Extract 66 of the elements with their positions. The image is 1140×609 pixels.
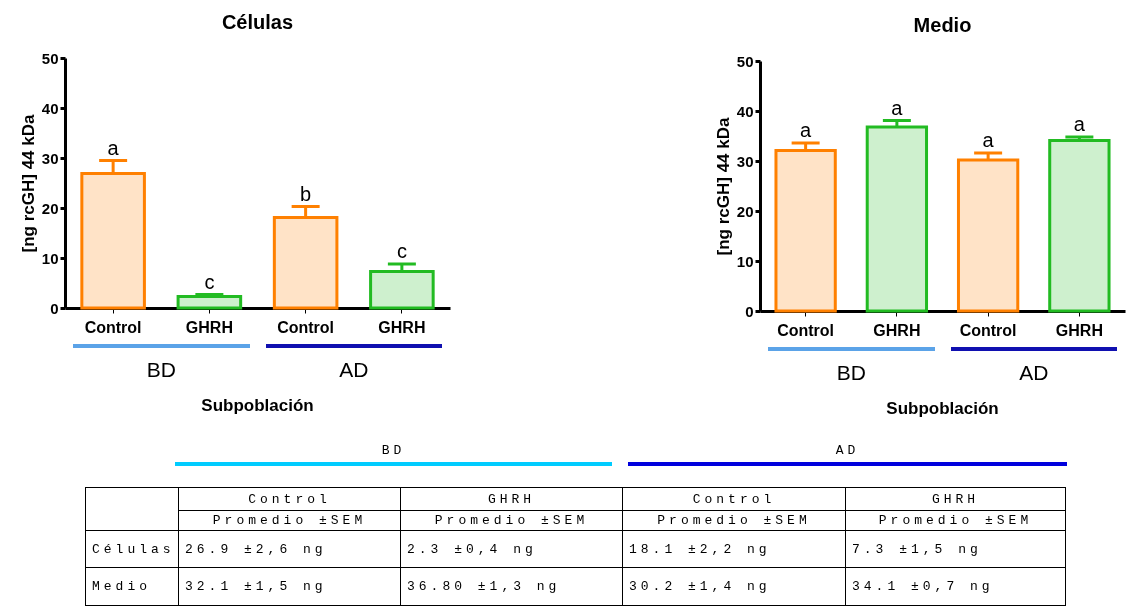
x-axis-title: Subpoblación <box>200 396 315 416</box>
bar <box>1048 139 1111 313</box>
text: Promedio ±SEM <box>178 510 401 531</box>
text: Promedio ±SEM <box>400 510 623 531</box>
x-tick-label: Control <box>777 321 835 339</box>
bar <box>272 216 339 310</box>
bar <box>774 149 837 313</box>
y-tick-label: 40 <box>41 99 59 117</box>
y-tick-label: 20 <box>41 199 59 217</box>
category-label: GHRH <box>845 487 1066 511</box>
chart-title: Medio <box>913 14 972 36</box>
x-axis-title: Subpoblación <box>885 399 1000 419</box>
y-tick-label: 10 <box>736 252 754 270</box>
text: 2.3 ±0,4 ng <box>407 541 537 557</box>
x-tick-label: Control <box>84 318 142 336</box>
x-tick-label: Control <box>277 318 335 336</box>
y-axis-title: [ng rcGH] 44 kDa <box>18 114 38 253</box>
y-tick-label: 50 <box>736 52 754 70</box>
x-tick-label: GHRH <box>1055 321 1103 339</box>
y-tick-label: 40 <box>736 102 754 120</box>
data-label: a <box>800 119 813 141</box>
y-tick-label: 30 <box>736 152 754 170</box>
y-tick-label: 10 <box>41 249 59 267</box>
text: 30.2 ±1,4 ng <box>629 579 771 594</box>
data-label: c <box>396 240 407 262</box>
text: BD <box>835 361 867 385</box>
text: 7.3 ±1,5 ng <box>852 541 982 557</box>
y-tick-label: 20 <box>736 202 754 220</box>
bar <box>956 158 1020 313</box>
text: 36.80 ±1,3 ng <box>407 579 561 594</box>
category-label: Control <box>622 487 846 511</box>
y-tick-label: 30 <box>41 149 59 167</box>
text: AD <box>338 358 370 382</box>
data-label: b <box>300 182 312 205</box>
data-label: a <box>107 136 120 159</box>
chart-title: Células <box>221 11 294 33</box>
category-label: Control <box>178 487 401 511</box>
bar <box>80 172 146 310</box>
text: Promedio ±SEM <box>622 510 846 531</box>
data-label: c <box>204 270 215 293</box>
bar <box>865 125 929 313</box>
x-tick-label: GHRH <box>185 318 233 336</box>
x-tick-label: Control <box>959 321 1017 339</box>
bar <box>369 270 435 310</box>
x-tick-label: GHRH <box>873 321 921 339</box>
y-axis-title: [ng rcGH] 44 kDa <box>713 117 733 256</box>
text: BD <box>145 358 177 382</box>
text: Promedio ±SEM <box>845 510 1066 531</box>
text: 34.1 ±0,7 ng <box>852 579 994 594</box>
y-tick-label: 50 <box>41 49 59 67</box>
text: AD <box>834 443 861 458</box>
text: 26.9 ±2,6 ng <box>185 541 327 557</box>
text: 32.1 ±1,5 ng <box>185 579 327 594</box>
data-label: a <box>982 129 995 151</box>
text: BD <box>380 443 407 458</box>
category-label: GHRH <box>400 487 623 511</box>
y-tick-label: 0 <box>745 302 754 320</box>
text: AD <box>1018 361 1050 385</box>
y-tick-label: 0 <box>50 299 59 317</box>
category-label: Medio <box>92 579 152 594</box>
category-label: Células <box>92 541 175 557</box>
text: 18.1 ±2,2 ng <box>629 541 771 557</box>
bar <box>176 295 243 310</box>
data-label: a <box>891 96 904 119</box>
data-label: a <box>1073 113 1086 135</box>
x-tick-label: GHRH <box>378 318 426 336</box>
